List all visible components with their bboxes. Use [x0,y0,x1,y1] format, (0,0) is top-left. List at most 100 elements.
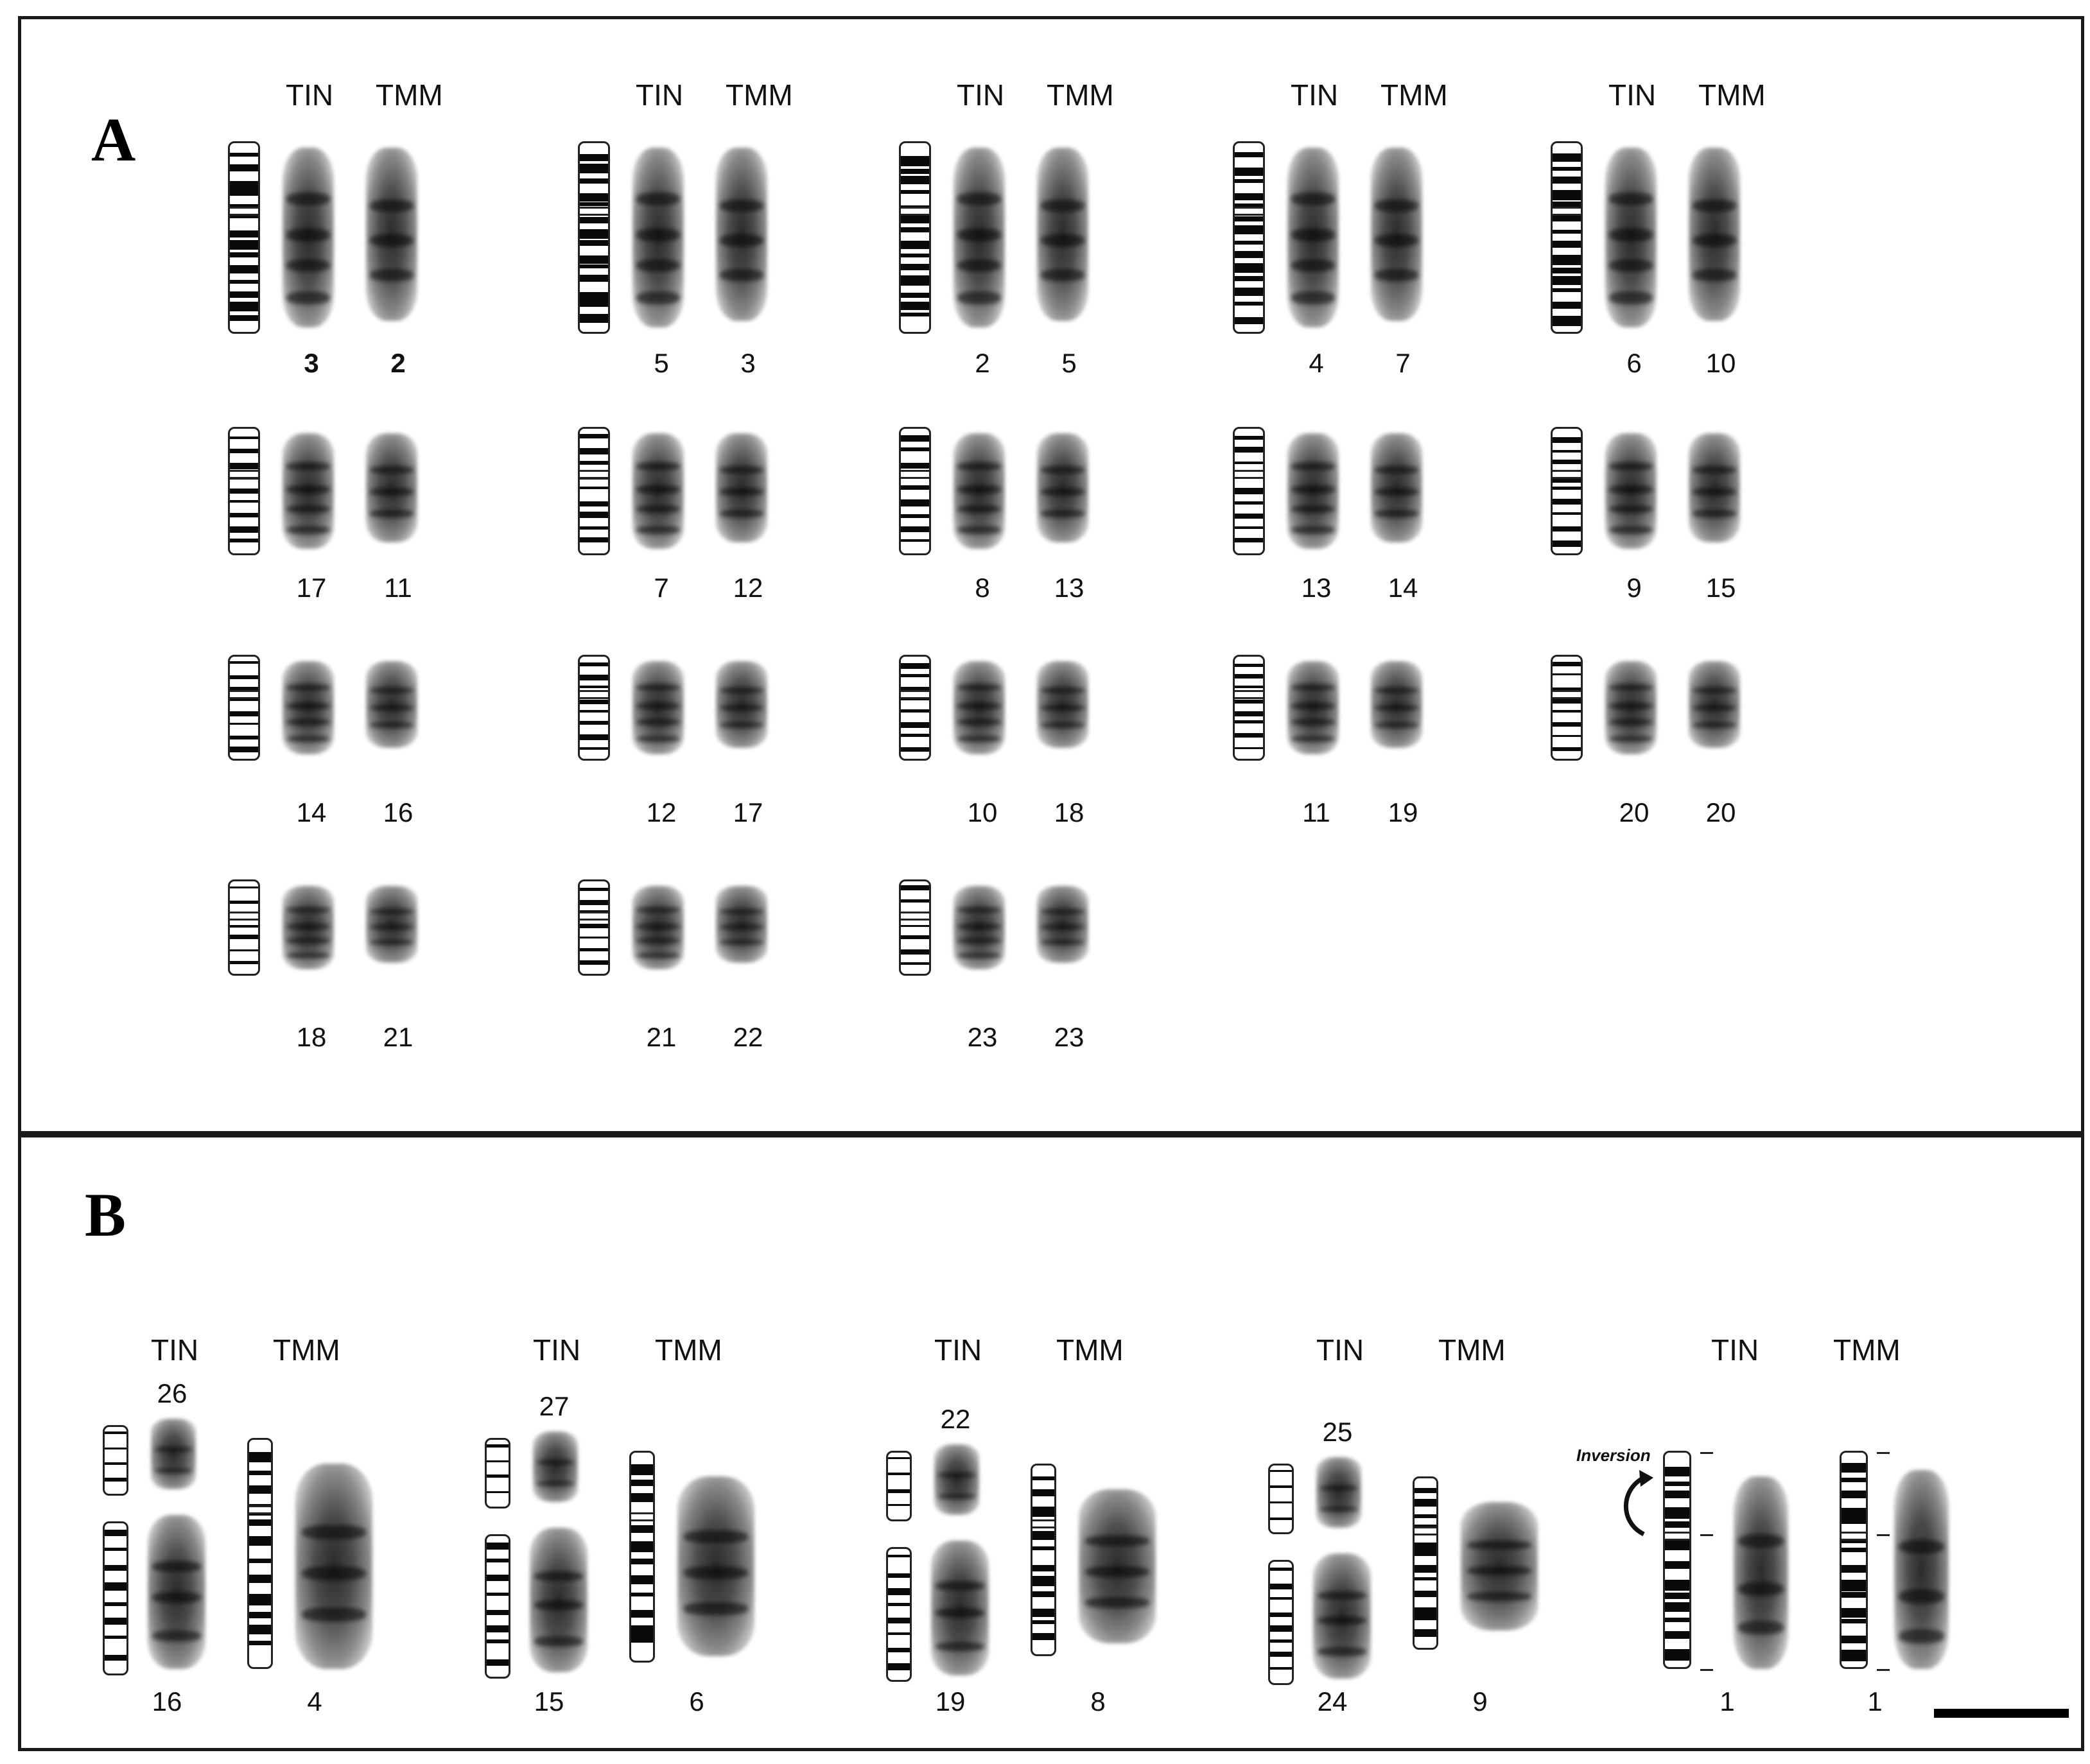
tin-bottom-number-b-2: 19 [935,1686,966,1716]
tmm-number-a-5: 11 [384,573,412,603]
tmm-number-a-3: 7 [1395,348,1411,378]
ideogram-a-15 [228,879,260,976]
tmm-header-a-0: TMM [376,78,443,112]
inversion-label: Inversion [1576,1446,1651,1465]
tmm-chromosome-a-15 [366,886,417,963]
tmm-number-a-11: 17 [733,797,763,827]
tin-number-a-17: 23 [967,1022,998,1052]
tmm-chromosome-a-7 [1037,433,1088,542]
tmm-number-b-0: 4 [307,1686,322,1716]
panel-a-letter: A [91,105,136,174]
tmm-chromosome-a-17 [1037,886,1088,963]
tin-chromosome-a-7 [954,433,1005,549]
ideogram-a-2 [899,141,931,334]
tin-ideogram-bottom-b-1 [485,1534,510,1679]
tin-chromosome-top-b-0 [151,1419,196,1489]
tmm-number-a-7: 13 [1054,573,1084,603]
tmm-ideogram-b-1 [629,1451,655,1663]
tmm-number-a-1: 3 [740,348,756,378]
tin-number-a-10: 14 [296,797,327,827]
tin-chromosome-a-6 [632,433,684,549]
tin-bottom-number-b-1: 15 [534,1686,564,1716]
breakpoint-tick [1877,1669,1890,1671]
tmm-chromosome-b-4 [1894,1470,1949,1669]
ideogram-a-13 [1233,655,1265,761]
tin-header-a-2: TIN [957,78,1005,112]
ideogram-a-10 [228,655,260,761]
tin-chromosome-a-16 [632,886,684,969]
tin-chromosome-a-0 [283,148,334,327]
tin-number-a-6: 7 [654,573,669,603]
tmm-chromosome-a-16 [716,886,767,963]
tmm-chromosome-a-11 [716,661,767,748]
tin-number-a-9: 9 [1626,573,1642,603]
panel-b-frame [18,1131,2084,1751]
ideogram-a-1 [578,141,610,334]
ideogram-a-8 [1233,427,1265,555]
tin-chromosome-a-10 [283,661,334,754]
breakpoint-tick [1877,1534,1890,1536]
tmm-number-b-3: 9 [1472,1686,1488,1716]
tmm-chromosome-a-10 [366,661,417,748]
tmm-chromosome-a-5 [366,433,417,542]
tin-ideogram-bottom-b-3 [1268,1560,1294,1685]
tmm-chromosome-a-14 [1689,661,1740,748]
breakpoint-tick [1877,1452,1890,1454]
tin-top-number-b-0: 26 [157,1378,187,1408]
tmm-chromosome-a-0 [366,148,417,321]
tmm-number-a-15: 21 [383,1022,414,1052]
tmm-chromosome-a-6 [716,433,767,542]
tin-header-a-1: TIN [636,78,684,112]
breakpoint-tick [1700,1669,1713,1671]
tin-chromosome-a-13 [1287,661,1339,754]
tmm-chromosome-b-3 [1461,1502,1538,1630]
tin-chromosome-a-8 [1287,433,1339,549]
tin-ideogram-bottom-b-2 [886,1547,912,1682]
tin-header-b-4: TIN [1711,1333,1759,1367]
tmm-header-b-0: TMM [273,1333,340,1367]
tmm-ideogram-b-3 [1413,1476,1438,1650]
tmm-number-a-16: 22 [733,1022,763,1052]
tin-number-a-1: 5 [654,348,669,378]
ideogram-a-4 [1551,141,1583,334]
panel-a-frame [18,16,2084,1137]
tin-chromosome-a-9 [1605,433,1657,549]
tin-chromosome-a-1 [632,148,684,327]
tmm-chromosome-b-2 [1079,1489,1156,1643]
tin-header-b-1: TIN [533,1333,581,1367]
tin-number-a-14: 20 [1619,797,1650,827]
tin-chromosome-a-14 [1605,661,1657,754]
tin-number-a-0: 3 [304,348,319,378]
tmm-number-a-10: 16 [383,797,414,827]
tmm-number-a-13: 19 [1388,797,1418,827]
ideogram-a-9 [1551,427,1583,555]
ideogram-a-11 [578,655,610,761]
tmm-header-b-3: TMM [1438,1333,1506,1367]
tmm-header-a-2: TMM [1047,78,1114,112]
tin-number-a-7: 8 [975,573,990,603]
tin-header-a-0: TIN [286,78,334,112]
tmm-chromosome-a-12 [1037,661,1088,748]
tmm-chromosome-a-2 [1037,148,1088,321]
tin-chromosome-a-3 [1287,148,1339,327]
tmm-ideogram-b-4 [1840,1451,1868,1669]
ideogram-a-16 [578,879,610,976]
tin-ideogram-top-b-1 [485,1438,510,1509]
tin-chromosome-bottom-b-3 [1313,1553,1371,1679]
scale-bar [1934,1709,2069,1718]
tin-number-a-2: 2 [975,348,990,378]
inversion-arrow-icon [1624,1470,1653,1537]
tin-top-number-b-2: 22 [940,1404,971,1434]
ideogram-a-5 [228,427,260,555]
tmm-header-b-1: TMM [655,1333,722,1367]
tmm-chromosome-a-3 [1371,148,1422,321]
tin-number-a-8: 13 [1301,573,1332,603]
tin-header-b-3: TIN [1316,1333,1364,1367]
tmm-header-a-4: TMM [1698,78,1766,112]
tin-chromosome-a-11 [632,661,684,754]
tmm-chromosome-a-13 [1371,661,1422,748]
tin-chromosome-top-b-1 [533,1431,578,1502]
ideogram-a-12 [899,655,931,761]
tin-number-a-3: 4 [1309,348,1324,378]
ideogram-a-14 [1551,655,1583,761]
